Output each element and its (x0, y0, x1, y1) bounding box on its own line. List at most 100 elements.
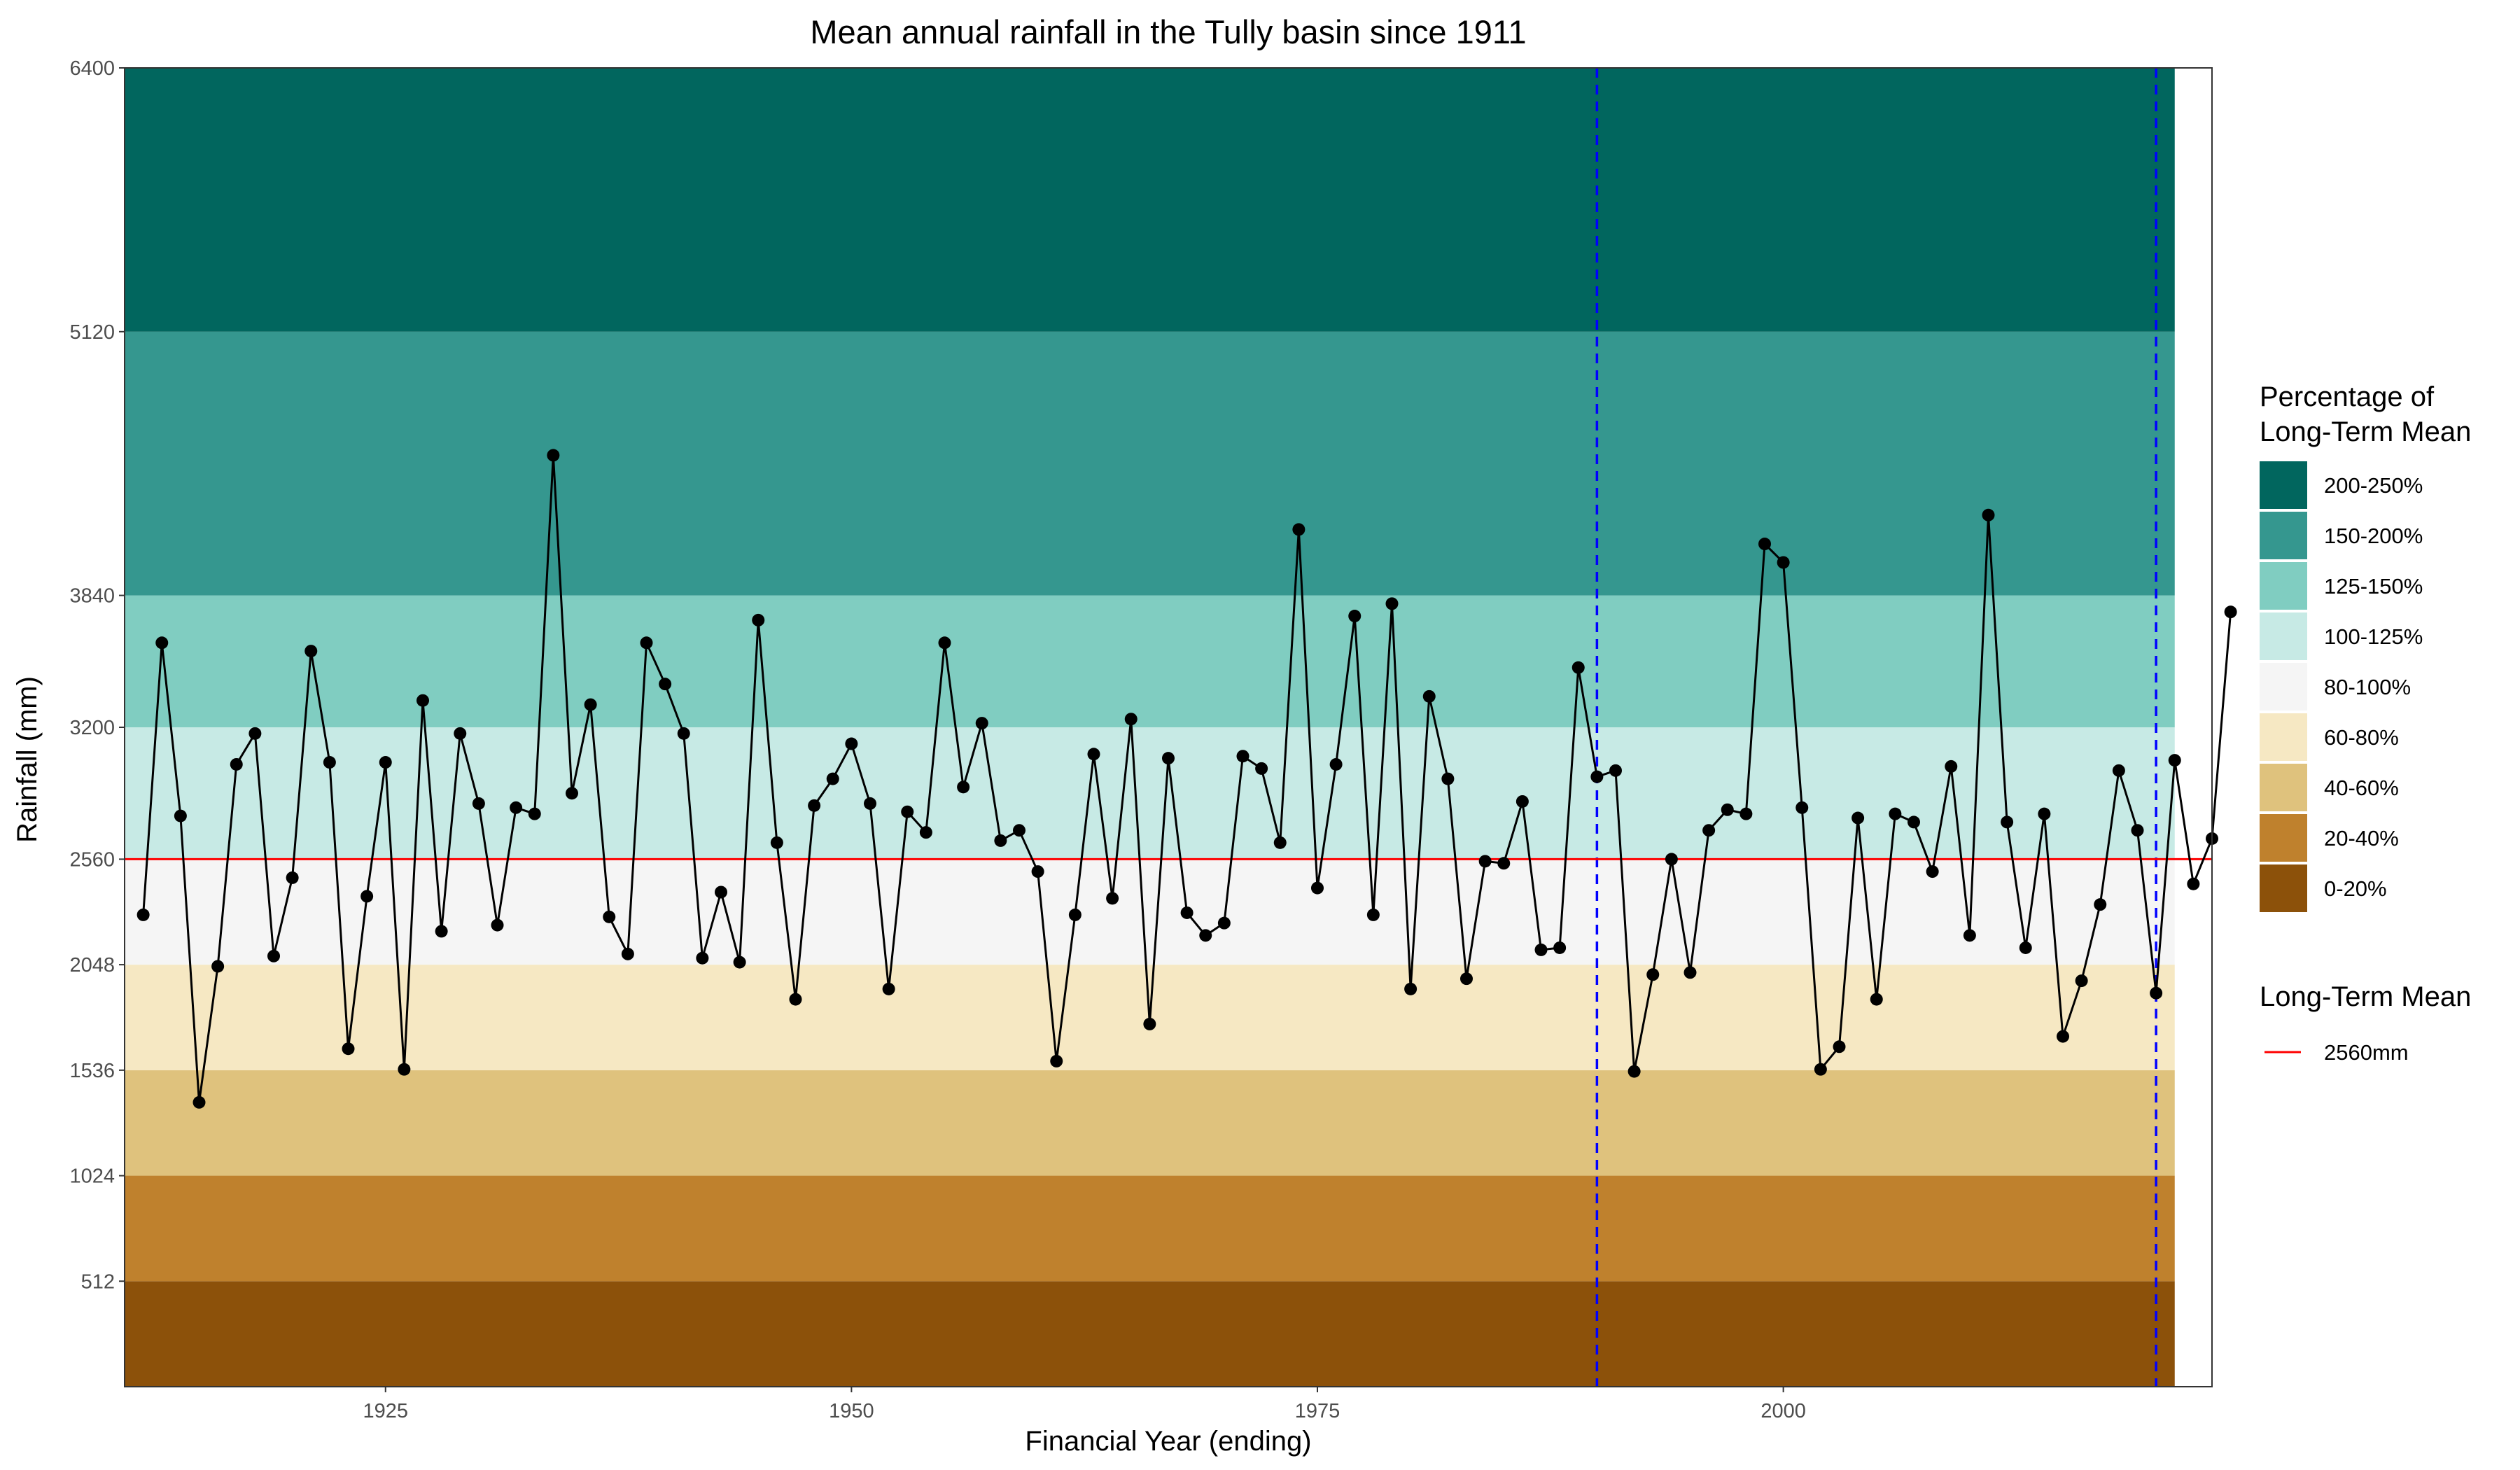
data-point-1948 (808, 799, 821, 812)
legend-fill-title-line1: Percentage of (2260, 382, 2435, 412)
data-point-1988 (1553, 941, 1567, 954)
legend-key-150-200% (2260, 512, 2307, 559)
y-tick-label: 1536 (69, 1060, 115, 1082)
band-20-40% (125, 1175, 2175, 1282)
data-point-1972 (1255, 762, 1268, 775)
data-point-1990 (1590, 770, 1604, 783)
legend-key-60-80% (2260, 713, 2307, 761)
data-point-1989 (1572, 661, 1585, 674)
data-point-1963 (1087, 748, 1100, 761)
data-point-1949 (826, 772, 839, 785)
data-point-1959 (1013, 824, 1026, 837)
data-point-1975 (1311, 881, 1324, 895)
data-point-2001 (1795, 801, 1809, 814)
legend: Percentage of Long-Term Mean 200-250% 150… (2260, 382, 2471, 1065)
data-point-1946 (770, 836, 783, 849)
data-point-1967 (1162, 752, 1175, 765)
data-point-1912 (136, 908, 150, 921)
data-point-1976 (1329, 757, 1343, 771)
x-axis-title: Financial Year (ending) (1025, 1426, 1311, 1457)
data-point-2014 (2038, 807, 2051, 820)
legend-label-20-40%: 20-40% (2324, 826, 2399, 850)
data-point-1940 (659, 678, 672, 691)
data-point-2002 (1814, 1063, 1827, 1076)
legend-key-200-250% (2260, 461, 2307, 509)
data-point-2009 (1945, 760, 1958, 773)
data-point-1914 (174, 809, 187, 822)
data-point-1994 (1665, 853, 1678, 866)
data-point-1982 (1441, 772, 1455, 785)
data-point-1920 (286, 871, 299, 884)
legend-mean-label: 2560mm (2324, 1040, 2409, 1065)
data-point-2008 (1926, 865, 1939, 878)
legend-label-60-80%: 60-80% (2324, 725, 2399, 750)
legend-key-100-125% (2260, 612, 2307, 660)
data-point-1945 (752, 613, 765, 626)
data-point-1978 (1366, 908, 1380, 921)
data-point-1933 (528, 807, 541, 820)
data-point-1921 (304, 645, 318, 658)
y-tick-label: 3840 (69, 585, 115, 608)
legend-key-20-40% (2260, 814, 2307, 862)
data-point-1957 (975, 717, 988, 730)
data-point-1935 (566, 787, 578, 800)
data-point-1930 (472, 797, 485, 810)
data-point-1943 (715, 886, 727, 899)
band-125-150% (125, 595, 2175, 727)
data-point-1993 (1646, 968, 1660, 981)
data-point-2003 (1833, 1040, 1846, 1054)
legend-label-200-250%: 200-250% (2324, 473, 2423, 498)
data-point-1977 (1348, 610, 1362, 623)
x-tick-label: 1925 (363, 1400, 408, 1422)
chart-title: Mean annual rainfall in the Tully basin … (810, 13, 1526, 50)
legend-key-125-150% (2260, 562, 2307, 610)
data-point-2005 (1870, 993, 1883, 1006)
legend-fill-keys: 200-250% 150-200% 125-150% 100-125% 80-100% 6… (2260, 461, 2423, 912)
data-point-2015 (2057, 1030, 2069, 1043)
data-point-2020 (2150, 986, 2163, 1000)
data-point-1992 (1628, 1065, 1641, 1078)
y-tick-label: 6400 (69, 57, 115, 80)
data-point-1931 (491, 918, 504, 932)
data-point-2011 (1982, 508, 1995, 522)
band-150-200% (125, 331, 2175, 596)
data-point-1922 (323, 756, 336, 769)
data-point-1996 (1702, 824, 1716, 837)
data-point-1985 (1497, 857, 1511, 870)
data-point-2018 (2112, 764, 2125, 777)
data-point-1954 (919, 826, 932, 839)
legend-key-0-20% (2260, 864, 2307, 912)
data-point-2006 (1889, 807, 1902, 820)
data-point-1941 (677, 727, 690, 740)
data-point-1928 (435, 925, 448, 938)
data-point-1969 (1199, 929, 1212, 942)
data-point-1938 (621, 947, 634, 960)
data-point-1924 (360, 890, 374, 903)
data-point-1918 (248, 727, 262, 740)
data-point-1986 (1516, 794, 1529, 808)
x-axis-ticks: 1925 1950 1975 2000 (363, 1387, 1806, 1422)
data-point-1913 (155, 636, 169, 650)
band-0-20% (125, 1281, 2175, 1387)
data-point-1955 (938, 636, 951, 650)
percentage-bands (125, 68, 2175, 1387)
data-point-1915 (192, 1096, 206, 1109)
rainfall-series (136, 449, 2237, 1109)
y-axis-ticks: 512 1024 1536 2048 2560 3200 3840 5120 6400 (69, 57, 125, 1293)
data-point-1974 (1292, 523, 1306, 536)
data-point-1971 (1236, 750, 1250, 763)
band-200-250% (125, 68, 2175, 332)
band-100-125% (125, 727, 2175, 860)
data-point-1964 (1106, 892, 1119, 905)
data-point-1950 (845, 737, 858, 750)
data-point-2007 (1907, 816, 1920, 829)
data-point-2013 (2019, 941, 2032, 954)
data-point-1926 (398, 1063, 411, 1076)
data-point-1970 (1217, 916, 1231, 930)
x-tick-label: 1975 (1295, 1400, 1340, 1422)
data-point-1987 (1534, 943, 1548, 956)
data-point-1995 (1684, 966, 1697, 979)
y-axis-title: Rainfall (mm) (12, 676, 43, 843)
band-80-100% (125, 859, 2175, 965)
